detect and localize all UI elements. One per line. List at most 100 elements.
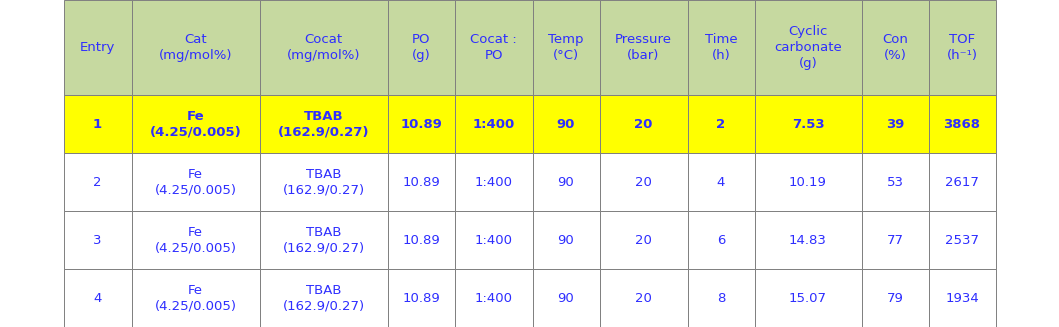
Bar bbox=[929, 0, 995, 95]
Text: 79: 79 bbox=[886, 291, 903, 304]
Text: 3: 3 bbox=[93, 233, 102, 247]
Bar bbox=[754, 0, 862, 95]
Bar bbox=[754, 211, 862, 269]
Text: 20: 20 bbox=[635, 291, 652, 304]
Bar bbox=[687, 0, 754, 95]
Bar bbox=[754, 153, 862, 211]
Bar bbox=[388, 269, 454, 327]
Text: 1:400: 1:400 bbox=[472, 117, 515, 130]
Bar bbox=[64, 153, 131, 211]
Bar bbox=[687, 211, 754, 269]
Bar bbox=[259, 0, 388, 95]
Bar bbox=[533, 0, 599, 95]
Text: Fe
(4.25/0.005): Fe (4.25/0.005) bbox=[155, 168, 236, 196]
Bar bbox=[64, 269, 131, 327]
Bar bbox=[64, 95, 131, 153]
Text: 6: 6 bbox=[717, 233, 725, 247]
Bar bbox=[599, 211, 687, 269]
Bar bbox=[929, 95, 995, 153]
Text: 1:400: 1:400 bbox=[474, 291, 513, 304]
Text: 10.89: 10.89 bbox=[402, 176, 439, 188]
Bar bbox=[754, 95, 862, 153]
Bar bbox=[599, 153, 687, 211]
Text: 2537: 2537 bbox=[945, 233, 979, 247]
Bar bbox=[754, 269, 862, 327]
Text: 2617: 2617 bbox=[945, 176, 979, 188]
Text: 15.07: 15.07 bbox=[789, 291, 827, 304]
Text: 8: 8 bbox=[717, 291, 725, 304]
Bar bbox=[687, 95, 754, 153]
Bar bbox=[131, 269, 259, 327]
Bar bbox=[259, 95, 388, 153]
Text: Cocat
(mg/mol%): Cocat (mg/mol%) bbox=[287, 33, 360, 62]
Text: 10.89: 10.89 bbox=[402, 233, 439, 247]
Bar bbox=[862, 0, 929, 95]
Bar bbox=[454, 153, 533, 211]
Bar bbox=[533, 95, 599, 153]
Text: 20: 20 bbox=[635, 233, 652, 247]
Text: 10.89: 10.89 bbox=[400, 117, 442, 130]
Bar bbox=[454, 211, 533, 269]
Bar bbox=[454, 0, 533, 95]
Text: TBAB
(162.9/0.27): TBAB (162.9/0.27) bbox=[283, 284, 364, 312]
Text: Cyclic
carbonate
(g): Cyclic carbonate (g) bbox=[774, 26, 842, 70]
Text: TOF
(h⁻¹): TOF (h⁻¹) bbox=[947, 33, 977, 62]
Bar bbox=[388, 211, 454, 269]
Bar bbox=[862, 269, 929, 327]
Text: 2: 2 bbox=[93, 176, 102, 188]
Text: Time
(h): Time (h) bbox=[704, 33, 737, 62]
Text: 1:400: 1:400 bbox=[474, 233, 513, 247]
Text: 39: 39 bbox=[885, 117, 904, 130]
Bar bbox=[259, 153, 388, 211]
Text: 90: 90 bbox=[557, 117, 575, 130]
Text: Fe
(4.25/0.005): Fe (4.25/0.005) bbox=[155, 226, 236, 254]
Bar bbox=[388, 95, 454, 153]
Text: 20: 20 bbox=[634, 117, 652, 130]
Text: 10.19: 10.19 bbox=[789, 176, 827, 188]
Text: Fe
(4.25/0.005): Fe (4.25/0.005) bbox=[149, 110, 241, 138]
Text: 20: 20 bbox=[635, 176, 652, 188]
Text: Con
(%): Con (%) bbox=[882, 33, 908, 62]
Text: 10.89: 10.89 bbox=[402, 291, 439, 304]
Text: Fe
(4.25/0.005): Fe (4.25/0.005) bbox=[155, 284, 236, 312]
Bar bbox=[259, 211, 388, 269]
Bar bbox=[259, 269, 388, 327]
Bar bbox=[64, 211, 131, 269]
Text: 1934: 1934 bbox=[945, 291, 979, 304]
Bar bbox=[454, 95, 533, 153]
Text: 4: 4 bbox=[93, 291, 102, 304]
Text: Temp
(°C): Temp (°C) bbox=[549, 33, 584, 62]
Text: 3868: 3868 bbox=[944, 117, 981, 130]
Text: 14.83: 14.83 bbox=[789, 233, 827, 247]
Text: Pressure
(bar): Pressure (bar) bbox=[615, 33, 672, 62]
Text: 53: 53 bbox=[886, 176, 903, 188]
Text: 1: 1 bbox=[93, 117, 102, 130]
Bar bbox=[131, 153, 259, 211]
Text: PO
(g): PO (g) bbox=[412, 33, 430, 62]
Text: TBAB
(162.9/0.27): TBAB (162.9/0.27) bbox=[277, 110, 370, 138]
Bar bbox=[862, 95, 929, 153]
Bar bbox=[687, 153, 754, 211]
Bar bbox=[64, 0, 131, 95]
Bar bbox=[533, 153, 599, 211]
Bar bbox=[454, 269, 533, 327]
Text: 1:400: 1:400 bbox=[474, 176, 513, 188]
Text: Cocat :
PO: Cocat : PO bbox=[470, 33, 517, 62]
Bar bbox=[862, 211, 929, 269]
Bar bbox=[929, 269, 995, 327]
Bar bbox=[862, 153, 929, 211]
Text: Cat
(mg/mol%): Cat (mg/mol%) bbox=[159, 33, 232, 62]
Bar bbox=[599, 269, 687, 327]
Bar bbox=[533, 269, 599, 327]
Bar bbox=[599, 95, 687, 153]
Text: 90: 90 bbox=[558, 233, 574, 247]
Bar bbox=[929, 153, 995, 211]
Text: 90: 90 bbox=[558, 291, 574, 304]
Text: TBAB
(162.9/0.27): TBAB (162.9/0.27) bbox=[283, 168, 364, 196]
Bar bbox=[533, 211, 599, 269]
Bar bbox=[131, 211, 259, 269]
Text: Entry: Entry bbox=[79, 41, 115, 54]
Text: 77: 77 bbox=[886, 233, 903, 247]
Bar bbox=[929, 211, 995, 269]
Text: 90: 90 bbox=[558, 176, 574, 188]
